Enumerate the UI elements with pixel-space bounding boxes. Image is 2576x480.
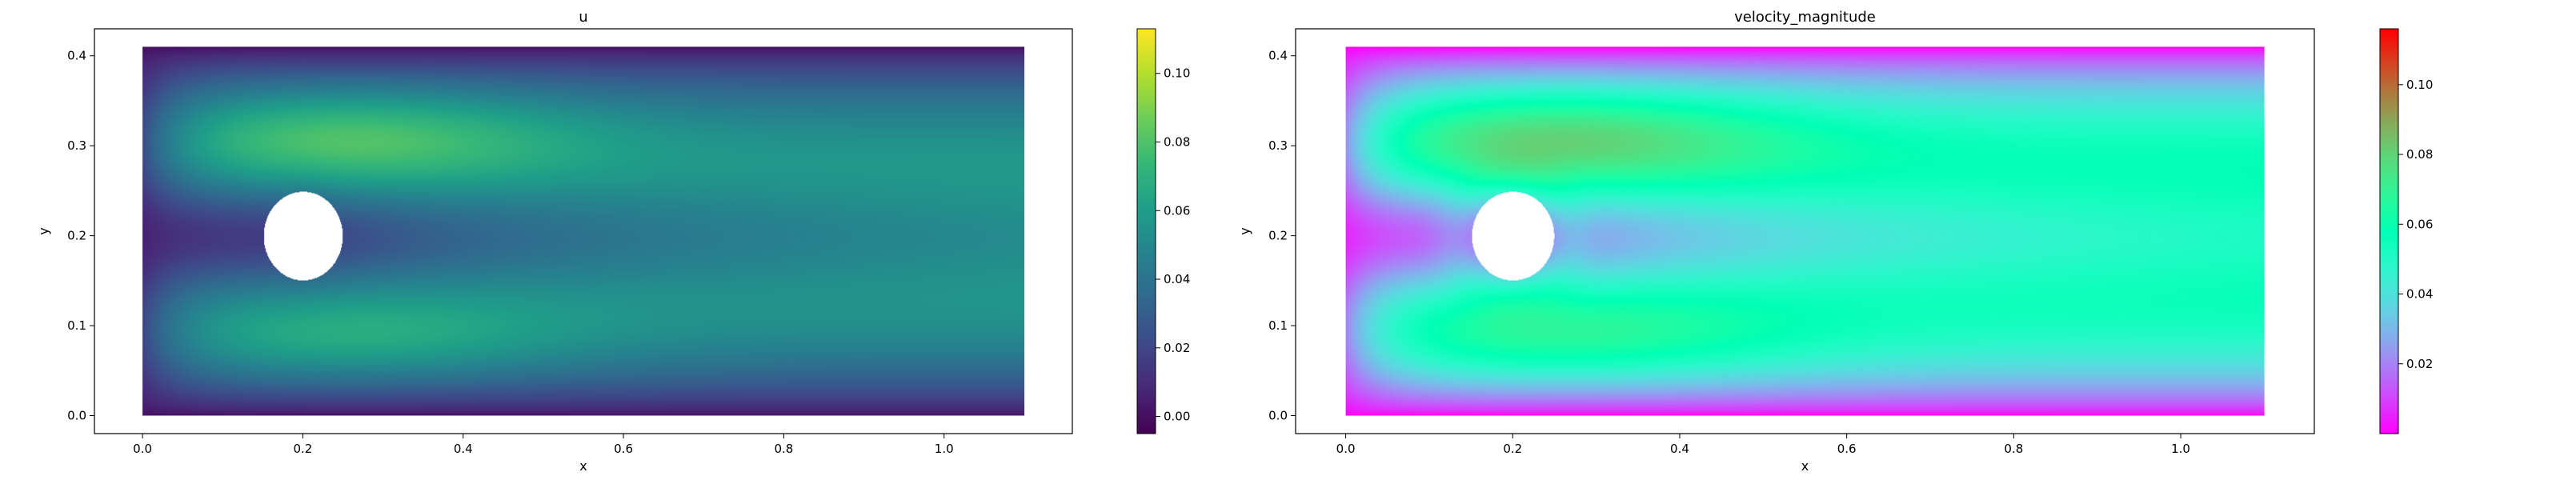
chart-title: velocity_magnitude bbox=[1734, 9, 1876, 26]
x-tick-label: 0.6 bbox=[1837, 442, 1857, 456]
x-tick-label: 1.0 bbox=[2171, 442, 2190, 456]
colorbar-tick-label: 0.04 bbox=[2406, 287, 2433, 302]
colorbar-gradient bbox=[2380, 29, 2398, 434]
x-axis-label: x bbox=[1801, 458, 1809, 474]
x-tick-label: 0.8 bbox=[2004, 442, 2023, 456]
x-tick-label: 1.0 bbox=[935, 442, 954, 456]
x-tick-label: 0.2 bbox=[1503, 442, 1522, 456]
y-tick-label: 0.2 bbox=[67, 229, 86, 243]
y-tick-label: 0.3 bbox=[67, 138, 86, 153]
colorbar-tick-label: 0.08 bbox=[1164, 135, 1190, 150]
heatmap-field bbox=[142, 46, 1025, 416]
y-axis-label: y bbox=[36, 227, 51, 234]
x-tick-label: 0.2 bbox=[293, 442, 312, 456]
colorbar-tick-label: 0.02 bbox=[1164, 341, 1190, 355]
heatmap-field bbox=[1345, 46, 2265, 416]
y-axis-label: y bbox=[1237, 227, 1252, 234]
x-tick-label: 0.6 bbox=[614, 442, 633, 456]
y-tick-label: 0.0 bbox=[1268, 409, 1288, 423]
colorbar-tick-label: 0.10 bbox=[1164, 66, 1190, 81]
axes-frame bbox=[1295, 28, 2315, 434]
y-tick-label: 0.0 bbox=[67, 409, 86, 423]
x-tick-label: 0.4 bbox=[1670, 442, 1689, 456]
panel-1: 0.0 0.2 0.4 0.6 0.8 1.0 0.0 0.1 0.2 0.3 0.4 u x y 0.00… bbox=[36, 9, 1190, 474]
x-tick-label: 0.0 bbox=[1336, 442, 1356, 456]
panel-2: 0.0 0.2 0.4 0.6 0.8 1.0 0.0 0.1 0.2 0.3 0.4 velocit… bbox=[1237, 9, 2433, 474]
colorbar-tick-label: 0.04 bbox=[1164, 272, 1190, 286]
y-tick-label: 0.1 bbox=[1268, 318, 1288, 333]
colorbar-tick-label: 0.10 bbox=[2406, 78, 2433, 92]
y-tick-label: 0.4 bbox=[67, 49, 86, 63]
axes-frame bbox=[94, 28, 1073, 434]
x-axis-label: x bbox=[579, 458, 587, 474]
colorbar-frame bbox=[1136, 28, 1156, 434]
colorbar-tick-label: 0.06 bbox=[1164, 203, 1190, 218]
y-tick-label: 0.1 bbox=[67, 318, 86, 333]
colorbar-tick-label: 0.00 bbox=[1164, 410, 1190, 424]
y-tick-label: 0.3 bbox=[1268, 138, 1288, 153]
colorbar-tick-label: 0.02 bbox=[2406, 357, 2433, 371]
colorbar-gradient bbox=[1137, 29, 1156, 434]
y-tick-label: 0.4 bbox=[1268, 49, 1288, 63]
chart-title: u bbox=[579, 9, 587, 26]
colorbar-frame bbox=[2379, 28, 2399, 434]
y-tick-label: 0.2 bbox=[1268, 229, 1288, 243]
x-tick-label: 0.8 bbox=[774, 442, 793, 456]
x-tick-label: 0.4 bbox=[454, 442, 473, 456]
colorbar-tick-label: 0.06 bbox=[2406, 217, 2433, 231]
colorbar-tick-label: 0.08 bbox=[2406, 147, 2433, 162]
x-tick-label: 0.0 bbox=[133, 442, 152, 456]
